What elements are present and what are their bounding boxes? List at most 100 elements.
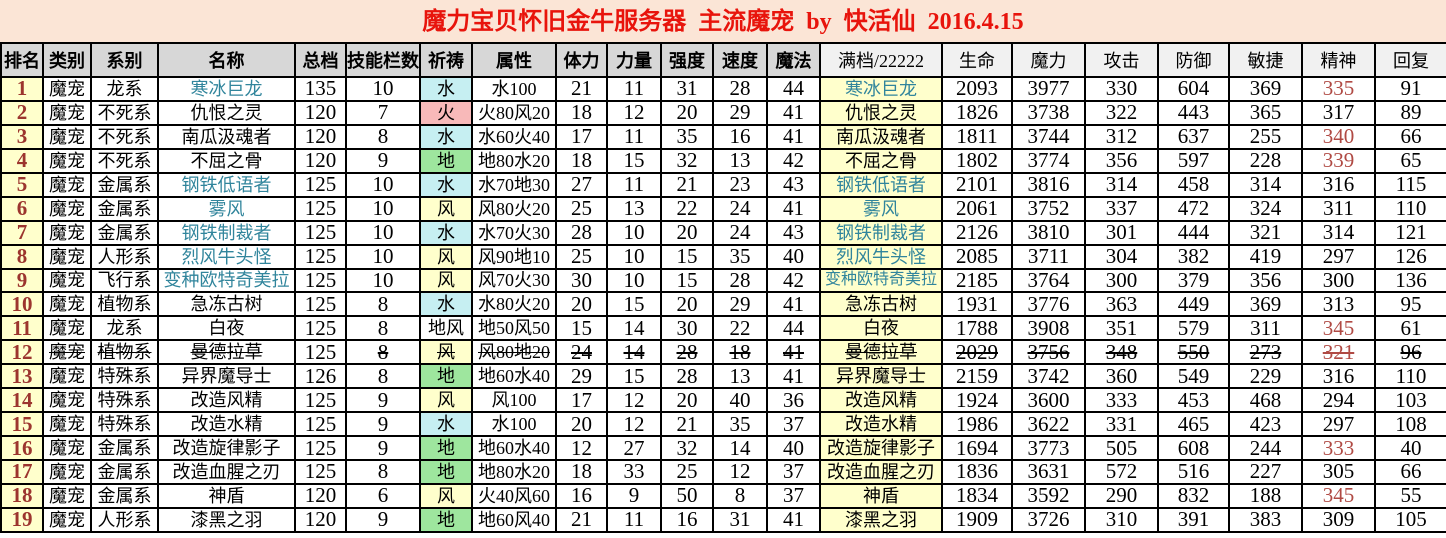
cell-speed: 16 — [712, 123, 768, 150]
table-row: 18 魔宠 金属系 神盾 120 6 风火40风60 16 9 50 8 37 神盾 1834 3592 29… — [0, 482, 1446, 509]
cell-magic: 43 — [766, 171, 821, 198]
cell-strength: 12 — [606, 411, 662, 438]
cell-rank: 1 — [0, 76, 44, 102]
cell-life: 1836 — [941, 459, 1013, 485]
cell-rank: 4 — [0, 147, 44, 174]
cell-recovery: 66 — [1374, 123, 1446, 150]
cell-agility: 468 — [1228, 387, 1303, 414]
cell-attack: 330 — [1084, 76, 1159, 102]
table-row: 6 魔宠 金属系 雾风 125 10 风风80火20 25 13 22 24 41 雾风 2061 3752… — [0, 195, 1446, 222]
cell-defense: 458 — [1157, 171, 1230, 198]
header-attribute: 属性 — [471, 42, 557, 78]
cell-speed: 18 — [712, 339, 768, 366]
header-rank: 排名 — [0, 42, 44, 78]
cell-defense: 472 — [1157, 195, 1230, 222]
cell-attack: 301 — [1084, 219, 1159, 246]
cell-life: 1986 — [941, 411, 1013, 438]
cell-attribute: 水70地30 — [471, 171, 557, 198]
table-row: 7 魔宠 金属系 钢铁制裁者 125 10 水水70火30 28 10 20 24 43 钢铁制裁者 21… — [0, 219, 1446, 246]
cell-recovery: 115 — [1374, 171, 1446, 198]
cell-total: 120 — [294, 99, 347, 126]
cell-category: 魔宠 — [42, 387, 92, 414]
cell-family: 人形系 — [90, 243, 159, 270]
cell-full: 漆黑之羽 — [819, 506, 943, 533]
table-row: 1 魔宠 龙系 寒冰巨龙 135 10 水水100 21 11 31 28 44 寒冰巨龙 2093 397… — [0, 76, 1446, 102]
cell-recovery: 91 — [1374, 76, 1446, 102]
cell-mana: 3592 — [1011, 482, 1086, 509]
cell-total: 125 — [294, 339, 347, 366]
cell-life: 1909 — [941, 506, 1013, 533]
cell-total: 120 — [294, 147, 347, 174]
cell-full: 白夜 — [819, 315, 943, 342]
cell-family: 金属系 — [90, 195, 159, 222]
cell-family: 特殊系 — [90, 387, 159, 414]
cell-total: 125 — [294, 411, 347, 438]
cell-full: 改造风精 — [819, 387, 943, 414]
cell-attack: 348 — [1084, 339, 1159, 366]
cell-attribute: 地80水20 — [471, 147, 557, 174]
cell-magic: 44 — [766, 315, 821, 342]
cell-pray: 水 — [419, 411, 473, 438]
cell-family: 植物系 — [90, 291, 159, 318]
pets-ranking-table: 排名 类别 系别 名称 总档 技能栏数 祈祷 属性 体力 力量 强度 速度 魔法… — [0, 42, 1446, 533]
cell-attack: 322 — [1084, 99, 1159, 126]
cell-agility: 365 — [1228, 99, 1303, 126]
page-title: 魔力宝贝怀旧金牛服务器 主流魔宠 by 快活仙 2016.4.15 — [422, 9, 1024, 35]
cell-vitality: 15 — [555, 315, 608, 342]
cell-name: 南瓜汲魂者 — [157, 123, 296, 150]
table-row: 4 魔宠 不死系 不屈之骨 120 9 地地80水20 18 15 32 13 42 不屈之骨 1802 3… — [0, 147, 1446, 174]
cell-total: 125 — [294, 387, 347, 414]
header-name: 名称 — [157, 42, 296, 78]
cell-full: 改造血腥之刃 — [819, 459, 943, 485]
cell-life: 2185 — [941, 267, 1013, 294]
cell-rank: 8 — [0, 243, 44, 270]
cell-vitality: 30 — [555, 267, 608, 294]
cell-family: 不死系 — [90, 99, 159, 126]
cell-attribute: 水60火40 — [471, 123, 557, 150]
header-strength: 力量 — [606, 42, 662, 78]
cell-spirit: 317 — [1301, 99, 1376, 126]
cell-agility: 273 — [1228, 339, 1303, 366]
cell-life: 1788 — [941, 315, 1013, 342]
cell-mana: 3776 — [1011, 291, 1086, 318]
cell-recovery: 110 — [1374, 195, 1446, 222]
header-life: 生命 — [941, 42, 1013, 78]
cell-category: 魔宠 — [42, 435, 92, 461]
cell-slots: 8 — [345, 363, 421, 390]
cell-vitality: 27 — [555, 171, 608, 198]
cell-magic: 40 — [766, 243, 821, 270]
cell-strength: 12 — [606, 99, 662, 126]
cell-vitality: 20 — [555, 411, 608, 438]
cell-category: 魔宠 — [42, 243, 92, 270]
cell-total: 125 — [294, 243, 347, 270]
cell-attack: 363 — [1084, 291, 1159, 318]
cell-life: 1924 — [941, 387, 1013, 414]
cell-mana: 3977 — [1011, 76, 1086, 102]
cell-attribute: 风80地20 — [471, 339, 557, 366]
cell-attribute: 地80水20 — [471, 459, 557, 485]
cell-strength: 9 — [606, 482, 662, 509]
cell-full: 钢铁低语者 — [819, 171, 943, 198]
cell-category: 魔宠 — [42, 123, 92, 150]
cell-family: 不死系 — [90, 123, 159, 150]
cell-recovery: 65 — [1374, 147, 1446, 174]
table-row: 13 魔宠 特殊系 异界魔导士 126 8 地地60水40 29 15 28 13 41 异界魔导士 21… — [0, 363, 1446, 390]
cell-agility: 255 — [1228, 123, 1303, 150]
cell-name: 钢铁低语者 — [157, 171, 296, 198]
header-row: 排名 类别 系别 名称 总档 技能栏数 祈祷 属性 体力 力量 强度 速度 魔法… — [0, 42, 1446, 78]
cell-spirit: 309 — [1301, 506, 1376, 533]
cell-defense: 382 — [1157, 243, 1230, 270]
header-defense: 防御 — [1157, 42, 1230, 78]
cell-category: 魔宠 — [42, 315, 92, 342]
cell-strength: 10 — [606, 267, 662, 294]
cell-speed: 13 — [712, 363, 768, 390]
cell-name: 雾风 — [157, 195, 296, 222]
cell-category: 魔宠 — [42, 411, 92, 438]
cell-recovery: 96 — [1374, 339, 1446, 366]
cell-full: 曼德拉草 — [819, 339, 943, 366]
cell-family: 人形系 — [90, 506, 159, 533]
cell-recovery: 89 — [1374, 99, 1446, 126]
cell-slots: 10 — [345, 195, 421, 222]
header-total: 总档 — [294, 42, 347, 78]
